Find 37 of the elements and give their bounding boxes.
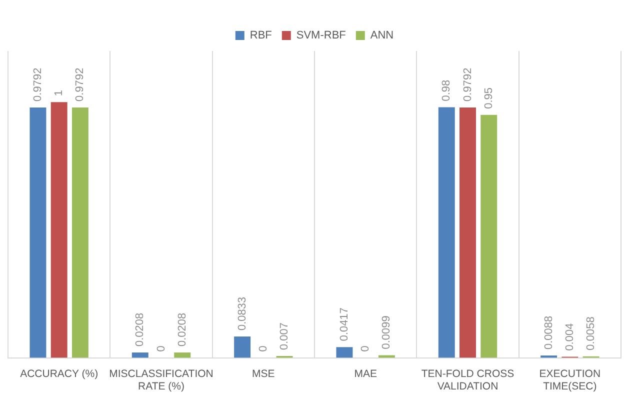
legend-label: ANN	[370, 30, 394, 42]
data-label: 0.9792	[462, 68, 474, 102]
bar	[50, 102, 68, 358]
data-label: 0.9792	[32, 68, 44, 102]
data-label: 0.007	[278, 322, 291, 350]
bar	[132, 352, 148, 358]
data-label: 0.95	[482, 87, 495, 109]
data-label: 0	[257, 346, 270, 352]
x-tick-label: TEN-FOLD CROSS VALIDATION	[421, 368, 514, 393]
legend-label: SVM-RBF	[296, 30, 346, 42]
data-label: 0.0058	[585, 316, 598, 350]
bar	[336, 347, 353, 358]
x-tick-label: EXECUTION TIME(SEC)	[539, 368, 601, 393]
data-label: 0	[155, 346, 168, 352]
bar	[174, 352, 191, 358]
bar	[438, 107, 455, 358]
data-label: 0	[360, 346, 372, 352]
bar	[460, 107, 476, 358]
data-label: 0.004	[564, 323, 576, 351]
data-label: 0.0208	[176, 312, 188, 346]
bar	[480, 114, 498, 358]
data-label: 0.9792	[74, 68, 86, 102]
bar	[30, 107, 46, 358]
data-label: 0.0099	[380, 316, 393, 350]
x-tick-label: ACCURACY (%)	[20, 368, 98, 380]
bar	[234, 336, 251, 358]
data-label: 0.0417	[338, 307, 350, 342]
x-tick-label: MAE	[354, 368, 377, 380]
data-label: 1	[53, 90, 66, 96]
data-label: 0.98	[440, 80, 453, 102]
legend-label: RBF	[250, 30, 272, 42]
data-label: 0.0208	[134, 312, 146, 346]
data-label: 0.0088	[542, 316, 555, 350]
x-tick-label: MISCLASSIFICATION RATE (%)	[109, 368, 214, 393]
data-label: 0.0833	[236, 296, 248, 331]
bar	[72, 107, 88, 358]
x-tick-label: MSE	[252, 368, 275, 380]
